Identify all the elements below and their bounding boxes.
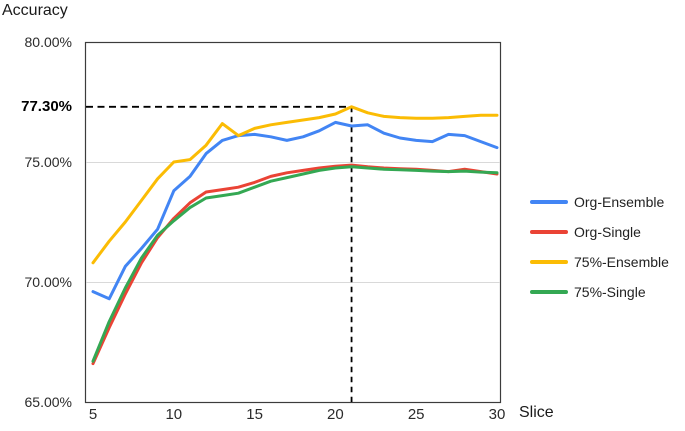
x-tick-label: 15 [246, 406, 263, 423]
legend-swatch [530, 230, 568, 234]
legend-label: 75%-Ensemble [574, 254, 669, 270]
legend-item: Org-Single [530, 222, 669, 242]
x-tick-label: 20 [327, 406, 344, 423]
plot-border [84, 41, 502, 404]
y-tick-label: 75.00% [24, 154, 72, 170]
series-line-org-single [91, 163, 499, 366]
series-line-75-single [91, 165, 499, 363]
legend-label: Org-Single [574, 224, 641, 240]
y-axis-title: Accuracy [2, 2, 68, 19]
x-tick-label: 5 [88, 406, 98, 423]
legend-label: Org-Ensemble [574, 194, 665, 210]
legend-item: 75%-Single [530, 282, 669, 302]
annotation-label: 77.30% [21, 97, 72, 115]
series-line-org-ensemble [91, 120, 499, 301]
y-tick-label: 80.00% [24, 34, 72, 50]
x-tick-label: 25 [407, 406, 425, 423]
x-axis-title: Slice [519, 404, 554, 421]
legend-item: Org-Ensemble [530, 192, 669, 212]
legend-swatch [530, 260, 568, 264]
legend-swatch [530, 290, 568, 294]
y-tick-label: 65.00% [24, 394, 72, 410]
x-tick-label: 10 [165, 406, 183, 423]
legend-label: 75%-Single [574, 284, 646, 300]
x-tick-label: 30 [488, 406, 506, 423]
y-tick-label: 70.00% [24, 274, 72, 290]
legend-swatch [530, 200, 568, 204]
legend-item: 75%-Ensemble [530, 252, 669, 272]
legend: Org-Ensemble Org-Single 75%-Ensemble 75%-Si… [530, 192, 669, 312]
series-line-75-ensemble [91, 105, 499, 265]
